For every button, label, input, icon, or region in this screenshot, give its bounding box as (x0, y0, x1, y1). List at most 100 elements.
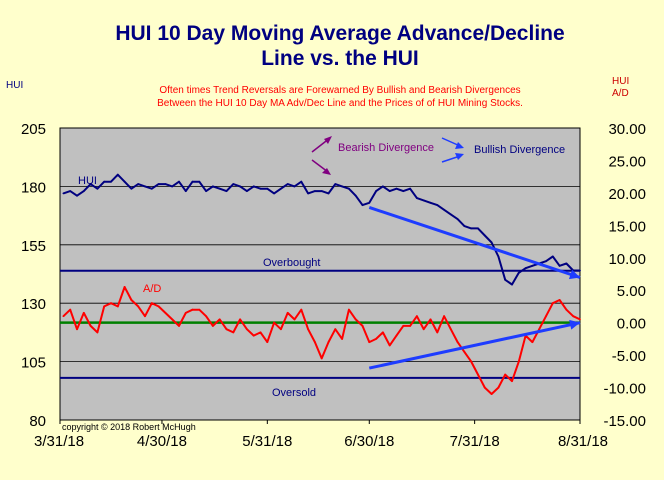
series-1-point-22 (212, 325, 214, 327)
series-0-point-16 (171, 185, 174, 188)
series-0-point-25 (232, 183, 235, 186)
divergence-arrowhead-0 (568, 269, 580, 280)
x-tick-label-1: 4/30/18 (137, 433, 187, 450)
series-1-point-20 (198, 308, 201, 311)
series-1-point-45 (368, 341, 371, 343)
series-1-point-4 (89, 325, 92, 327)
series-1-point-72 (551, 302, 554, 305)
series-0-point-13 (150, 187, 153, 190)
left-axis-unit: HUI (6, 80, 23, 91)
series-0-point-74 (565, 262, 568, 265)
series-1-point-16 (171, 318, 174, 321)
overbought-label: Overbought (263, 257, 320, 269)
series-1-point-28 (252, 334, 255, 337)
series-1-point-15 (164, 312, 167, 314)
series-0-point-52 (416, 197, 418, 200)
series-1-point-25 (232, 331, 235, 334)
plot-area (59, 127, 581, 421)
series-1-point-8 (116, 305, 119, 308)
series-0-point-4 (89, 183, 92, 186)
left-tick-label-4: 105 (21, 355, 46, 372)
series-0-point-43 (354, 194, 357, 197)
series-0-point-45 (368, 201, 371, 204)
right-axis-unit-line2: A/D (612, 88, 629, 99)
series-0-point-11 (137, 183, 140, 186)
series-1-point-19 (191, 308, 194, 311)
series-0-point-57 (449, 213, 452, 216)
series-0-point-65 (504, 278, 507, 281)
series-0-point-12 (144, 185, 146, 188)
series-0-point-36 (307, 192, 309, 195)
chart-title-line1: HUI 10 Day Moving Average Advance/Declin… (115, 22, 564, 45)
series-0-point-19 (191, 180, 194, 183)
series-1-point-17 (178, 325, 180, 327)
series-1-point-34 (293, 318, 296, 321)
series-0-point-28 (252, 185, 255, 188)
x-tick-label-5: 8/31/18 (558, 433, 608, 450)
series-0-point-20 (198, 180, 201, 183)
series-1-point-21 (205, 315, 208, 318)
series-0-point-35 (300, 180, 303, 183)
right-tick-label-4: 10.00 (608, 251, 646, 268)
series-0-point-31 (273, 192, 275, 195)
series-0-point-34 (293, 185, 296, 188)
series-0-point-3 (82, 190, 85, 193)
series-1-point-27 (246, 328, 248, 331)
divergence-lines (368, 206, 581, 370)
series-0-point-53 (422, 199, 425, 202)
series-0-point-27 (246, 190, 248, 193)
series-1-point-36 (307, 328, 309, 331)
series-0-point-21 (205, 190, 208, 193)
chart-subtitle-line2: Between the HUI 10 Day MA Adv/Dec Line a… (157, 98, 523, 109)
left-tick-label-5: 80 (29, 413, 46, 430)
series-0-point-73 (558, 264, 561, 267)
series-1-point-32 (280, 328, 282, 331)
series-1-point-30 (266, 341, 269, 343)
series-0-point-40 (334, 183, 337, 186)
hui-series-label: HUI (78, 175, 97, 187)
series-0-point-6 (103, 180, 106, 183)
copyright-note: copyright © 2018 Robert McHugh (62, 422, 196, 432)
series-1-point-49 (395, 334, 398, 337)
series-1-point-62 (483, 386, 486, 389)
series-1-point-69 (531, 341, 534, 343)
series-0-point-72 (551, 255, 554, 258)
bullish-divergence-annotation: Bullish Divergence (441, 137, 565, 163)
series-0-point-22 (212, 185, 214, 188)
divergence-line-1 (368, 321, 581, 370)
oversold-label: Oversold (272, 387, 316, 399)
series-1-point-2 (76, 328, 78, 331)
right-tick-label-6: 0.00 (617, 316, 646, 333)
series-1-point-3 (82, 312, 85, 314)
series-0-point-38 (320, 190, 323, 193)
series-1-point-73 (558, 299, 561, 301)
series-1-point-41 (341, 338, 343, 340)
series-0-point-71 (545, 260, 547, 263)
series-0-point-23 (218, 187, 221, 190)
x-tick-label-0: 3/31/18 (34, 433, 84, 450)
series-0-point-39 (327, 192, 330, 195)
series-0-point-64 (497, 255, 500, 258)
series-0-point-59 (463, 225, 466, 228)
bearish-arrowhead-up (324, 136, 332, 144)
series-1-point-6 (103, 305, 106, 308)
series-1-point-61 (477, 373, 479, 376)
axis-ticks: 205 180 155 130 105 80 30.00 25.00 20.00 15.00 10.… (21, 121, 646, 450)
series-1-point-66 (511, 380, 513, 382)
series-1-point-31 (273, 321, 275, 324)
series-0-point-66 (511, 283, 513, 286)
series-0-point-17 (178, 180, 180, 183)
series-0-point-56 (443, 208, 445, 211)
series-1-point-10 (130, 299, 133, 301)
right-tick-label-8: -10.00 (603, 381, 646, 398)
series-0-point-42 (348, 187, 350, 190)
left-tick-label-3: 130 (21, 296, 46, 313)
series-1-point-33 (286, 312, 289, 314)
series-1-point-0 (62, 315, 65, 318)
series-1-point-9 (123, 286, 126, 288)
series-1-point-11 (137, 305, 140, 308)
series-0-point-10 (130, 187, 133, 190)
series-1-point-74 (565, 308, 568, 311)
series-1-point-39 (327, 341, 330, 343)
series-0-point-48 (388, 190, 391, 193)
